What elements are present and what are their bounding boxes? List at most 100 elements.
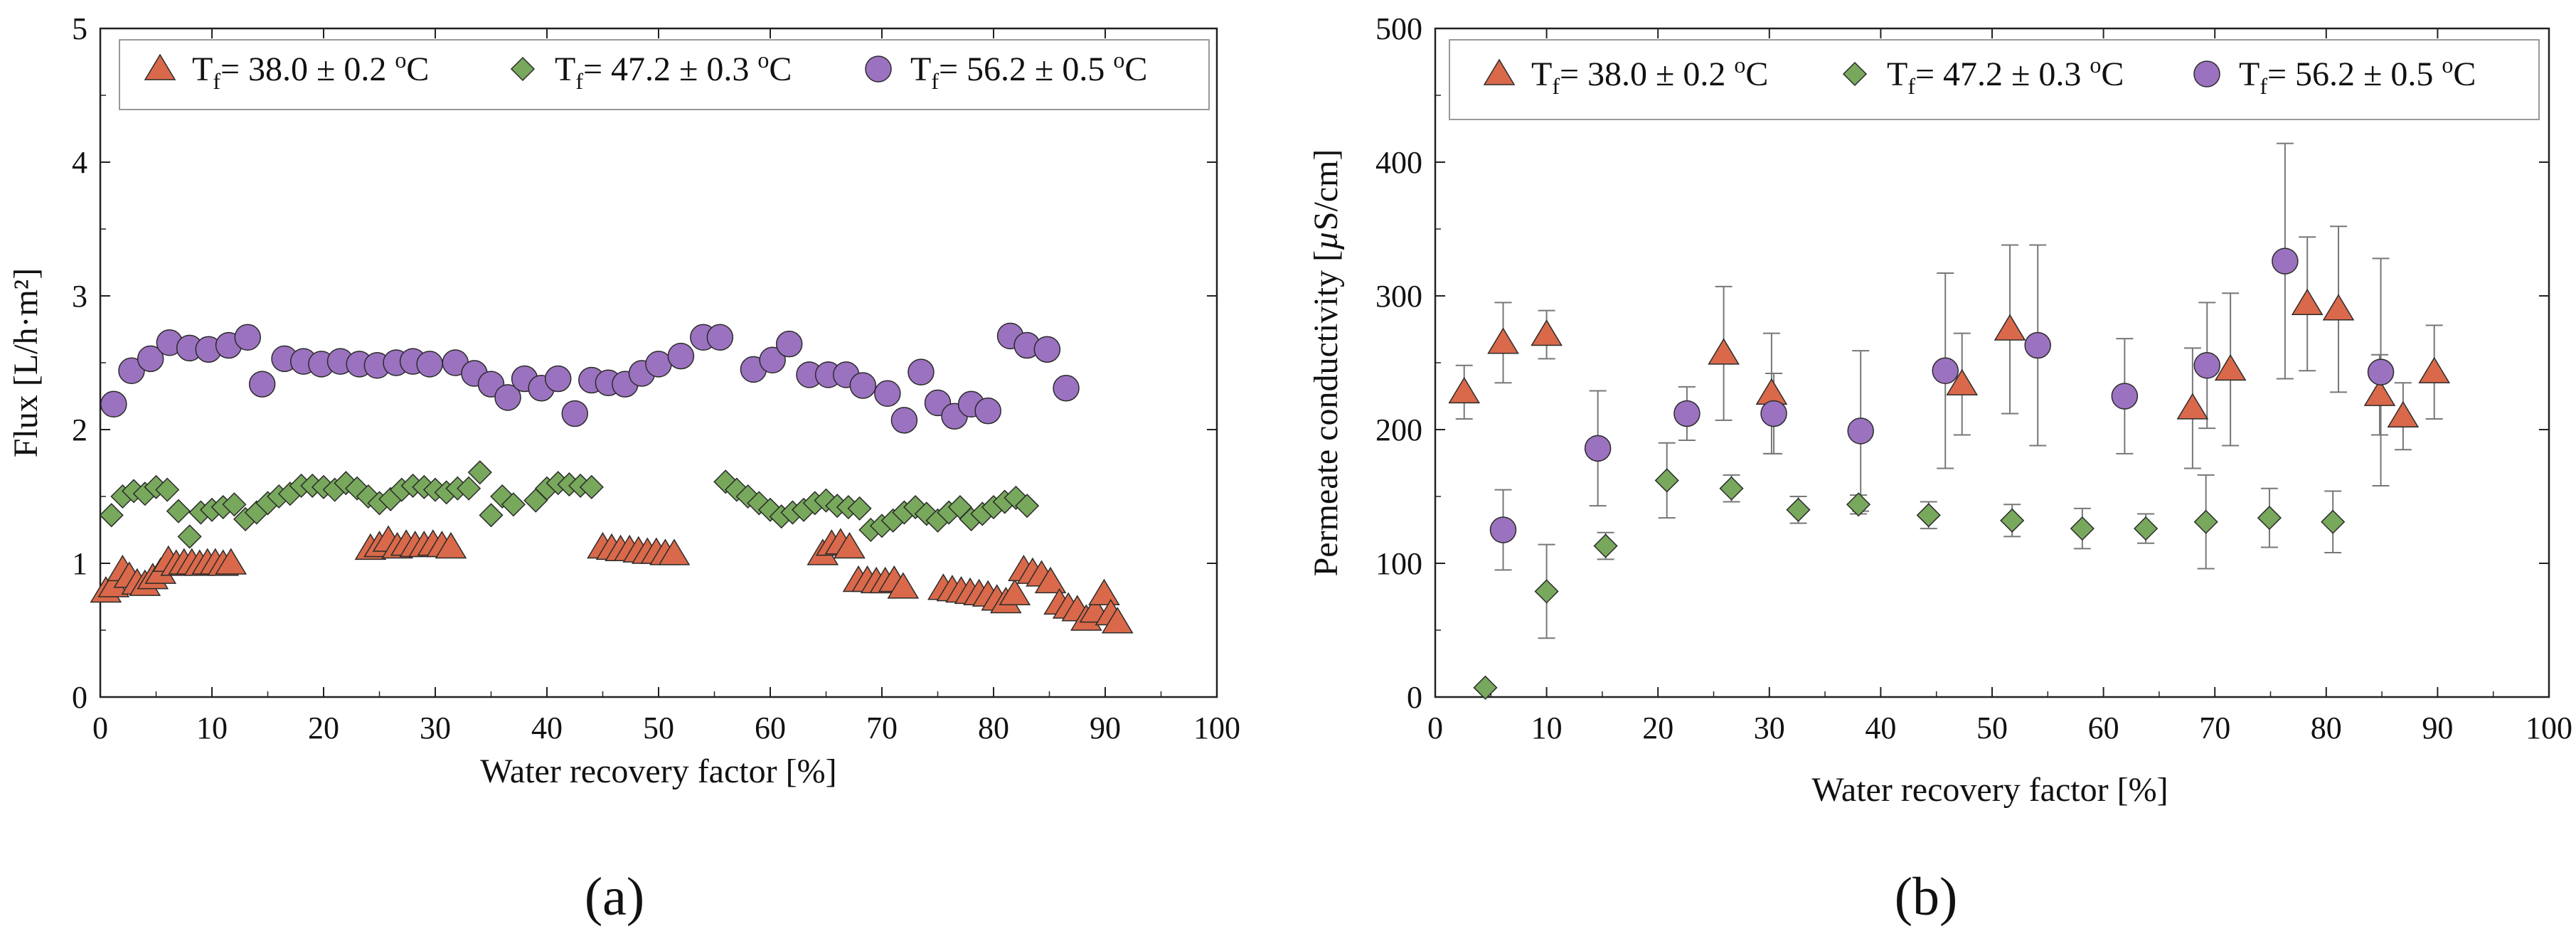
legend-unit: C xyxy=(2101,55,2124,93)
panel-a-y-axis-label: Flux [L/h·m²] xyxy=(7,268,45,457)
panel-b-diamond-point xyxy=(2134,516,2159,541)
legend-unit: C xyxy=(1124,50,1147,88)
panel-b-x-tick-label: 50 xyxy=(1976,711,2008,745)
panel-b-legend-label: Tf= 56.2 ± 0.5 oC xyxy=(2239,52,2476,99)
panel-b-diamond-point xyxy=(1534,579,1559,604)
panel-a-axis-ticks: 0 10 20 30 40 50 60 70 80 90 100 0 1 2 3 4 5 xyxy=(72,11,1240,745)
legend-subscript: f xyxy=(1907,73,1915,99)
panel-a-circle-point xyxy=(416,351,443,378)
legend-value: = 38.0 ± 0.2 xyxy=(1560,55,1734,93)
panel-a-x-tick-label: 40 xyxy=(531,711,563,745)
panel-a-circle-point xyxy=(645,351,672,378)
panel-b-diamond-point xyxy=(1473,675,1498,700)
panel-a-x-tick-label: 20 xyxy=(308,711,339,745)
panel-b-triangle-point xyxy=(2387,400,2420,427)
panel-a-diamond-point xyxy=(501,492,526,517)
panel-b-diamond-point xyxy=(2193,509,2218,534)
panel-b-diamond-point xyxy=(1916,503,1941,528)
panel-b-legend-box xyxy=(1449,39,2540,120)
panel-a-x-tick-label: 10 xyxy=(196,711,228,745)
panel-a-x-tick-label: 0 xyxy=(92,711,108,745)
panel-b-x-tick-label: 20 xyxy=(1642,711,1673,745)
panel-b-diamond-point xyxy=(2000,508,2025,533)
legend-main: T xyxy=(1887,55,1907,93)
panel-a-diamond-point xyxy=(479,503,504,528)
panel-b-circle-point xyxy=(2367,358,2395,385)
panel-b-triangle-point xyxy=(2291,288,2324,316)
panel-a-circle-point xyxy=(248,371,276,398)
panel-b-y-tick-label: 500 xyxy=(1375,11,1422,46)
panel-a-legend-entries: Tf= 38.0 ± 0.2 oC Tf= 47.2 ± 0.3 oC Tf= 56… xyxy=(144,47,1147,94)
panel-a-diamond-point xyxy=(99,503,124,528)
panel-a-circle-point xyxy=(561,400,588,427)
panel-b-x-axis-label: Water recovery factor [%] xyxy=(1811,771,2168,809)
legend-superscript: o xyxy=(2090,52,2101,78)
panel-b-x-tick-label: 60 xyxy=(2088,711,2119,745)
panel-a-y-tick-label: 3 xyxy=(72,279,87,314)
panel-b-y-tick-label: 100 xyxy=(1375,546,1422,581)
legend-superscript: o xyxy=(1113,47,1124,73)
panel-b-triangle-point xyxy=(1708,338,1740,365)
panel-a-x-tick-label: 30 xyxy=(420,711,451,745)
panel-a-legend-triangle-marker xyxy=(144,53,176,80)
panel-b-y-tick-label: 0 xyxy=(1407,680,1422,715)
panel-a-diamond-point xyxy=(155,477,180,502)
legend-superscript: o xyxy=(395,47,406,73)
panel-a-diamond-point xyxy=(467,460,492,485)
panel-b-circle-point xyxy=(2193,352,2220,379)
panel-b-y-tick-label: 200 xyxy=(1375,413,1422,447)
panel-b-axis-ticks: 0 10 20 30 40 50 60 70 80 90 100 0 100 200 300 400 500 xyxy=(1375,11,2572,745)
panel-a-diamond-point xyxy=(222,492,247,517)
legend-value: = 47.2 ± 0.3 xyxy=(583,50,757,88)
panel-a-x-tick-label: 90 xyxy=(1090,711,1121,745)
panel-a-y-tick-label: 0 xyxy=(72,680,87,715)
panel-a-legend-label: Tf= 56.2 ± 0.5 oC xyxy=(910,47,1147,94)
panel-a-data-points xyxy=(90,322,1134,634)
panel-a-circle-point xyxy=(890,407,918,434)
panel-b-y-tick-label: 400 xyxy=(1375,145,1422,180)
panel-a-x-tick-label: 50 xyxy=(643,711,674,745)
panel-a-diamond-point xyxy=(1015,494,1040,518)
panel-b-label: (b) xyxy=(1895,867,1958,927)
panel-b-triangle-point xyxy=(1994,314,2026,341)
panel-b-legend-label: Tf= 47.2 ± 0.3 oC xyxy=(1887,52,2124,99)
legend-subscript: f xyxy=(2260,73,2267,99)
panel-a-circle-point xyxy=(100,390,127,418)
panel-b-circle-point xyxy=(2024,331,2051,359)
panel-b-circle-point xyxy=(1847,418,1874,445)
panel-b-triangle-point xyxy=(2322,294,2355,321)
legend-unit: C xyxy=(769,50,792,88)
panel-b-y-label-pre: Permeate conductivity [ xyxy=(1307,250,1345,577)
panel-a-legend-label: Tf= 47.2 ± 0.3 oC xyxy=(555,47,792,94)
panel-b-triangle-point xyxy=(1946,368,1979,395)
panel-a-circle-point xyxy=(544,365,572,393)
panel-b-y-label-post: S/cm] xyxy=(1307,149,1345,231)
panel-a-diamond-point xyxy=(166,499,191,523)
panel-a-circle-point xyxy=(706,324,734,351)
panel-a-triangle-point xyxy=(658,538,691,565)
legend-unit: C xyxy=(1745,55,1768,93)
panel-b-diamond-point xyxy=(1786,497,1811,522)
panel-a-circle-point xyxy=(137,345,164,373)
panel-b-circle-point xyxy=(1760,400,1787,427)
panel-a-circle-point xyxy=(234,324,261,351)
panel-b-legend: Tf= 38.0 ± 0.2 oC Tf= 47.2 ± 0.3 oC Tf= 56… xyxy=(1449,39,2540,120)
legend-subscript: f xyxy=(931,68,939,94)
panel-b-triangle-point xyxy=(1448,376,1481,404)
panel-b-triangle-point xyxy=(2418,356,2451,383)
legend-superscript: o xyxy=(2442,52,2453,78)
panel-b-legend-circle-marker xyxy=(2193,60,2220,87)
legend-subscript: f xyxy=(1552,73,1560,99)
panel-a-x-tick-label: 100 xyxy=(1193,711,1240,745)
panel-b-legend-diamond-marker xyxy=(1842,61,1868,87)
panel-b-circle-point xyxy=(1584,435,1612,462)
panel-a-diamond-point xyxy=(579,474,604,499)
panel-a-diamond-point xyxy=(177,524,202,549)
panel-b-circle-point xyxy=(1489,516,1517,543)
panel-b-y-tick-label: 300 xyxy=(1375,279,1422,314)
panel-b-triangle-point xyxy=(1531,319,1563,346)
panel-a-circle-point xyxy=(118,357,145,385)
panel-a-y-tick-label: 1 xyxy=(72,546,87,581)
panel-a-circle-point xyxy=(908,358,935,385)
